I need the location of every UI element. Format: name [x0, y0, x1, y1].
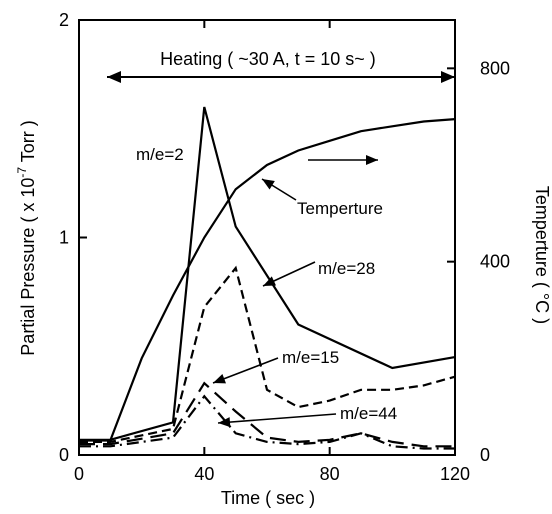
me15-pointer-arrow-head — [213, 374, 226, 384]
annotation-me28: m/e=28 — [318, 259, 375, 278]
series-line-m-e-44 — [79, 394, 455, 450]
y-right-tick-label: 800 — [480, 58, 510, 78]
me28-pointer-arrow-head — [263, 276, 276, 286]
series-line-temperture — [79, 118, 456, 442]
y-left-label-exp: -7 — [15, 167, 29, 178]
heating-arrow-right-head — [441, 71, 455, 83]
y-right-axis-label: Temperture ( °C ) — [532, 186, 552, 324]
annotation-layer: m/e=2 Temperture m/e=28 m/e=15 m/e=44 — [107, 71, 455, 428]
x-tick-label: 120 — [440, 464, 470, 484]
y-left-label-unit: Torr ) — [18, 120, 38, 167]
temperature-right-axis-arrow-head — [366, 155, 378, 165]
annotation-me44: m/e=44 — [340, 404, 397, 423]
me44-pointer-arrow-line — [217, 413, 337, 424]
series-line-m-e-28 — [79, 265, 456, 443]
y-right-tick-label: 400 — [480, 252, 510, 272]
series-line-m-e-2 — [79, 106, 456, 441]
annotation-me2: m/e=2 — [136, 145, 184, 164]
x-tick-label: 40 — [194, 464, 214, 484]
y-left-tick-label: 0 — [59, 445, 69, 465]
x-tick-label: 80 — [320, 464, 340, 484]
series-layer — [79, 106, 456, 450]
y-left-axis-label: Partial Pressure ( x 10-7 Torr ) — [15, 120, 38, 355]
annotation-temperture: Temperture — [297, 199, 383, 218]
y-left-tick-label: 1 — [59, 228, 69, 248]
y-left-label-main: Partial Pressure ( x 10 — [18, 178, 38, 356]
annotation-me15: m/e=15 — [282, 348, 339, 367]
x-axis-label: Time ( sec ) — [221, 488, 315, 508]
series-line-m-e-15 — [79, 381, 455, 448]
y-left-tick-label: 2 — [59, 10, 69, 30]
me44-pointer-arrow-head — [218, 417, 231, 428]
temperture-pointer-arrow-head — [262, 179, 275, 190]
x-tick-label: 0 — [74, 464, 84, 484]
heating-arrow-left-head — [107, 71, 121, 83]
y-right-tick-label: 0 — [480, 445, 490, 465]
heating-label: Heating ( ~30 A, t = 10 s~ ) — [160, 49, 376, 69]
